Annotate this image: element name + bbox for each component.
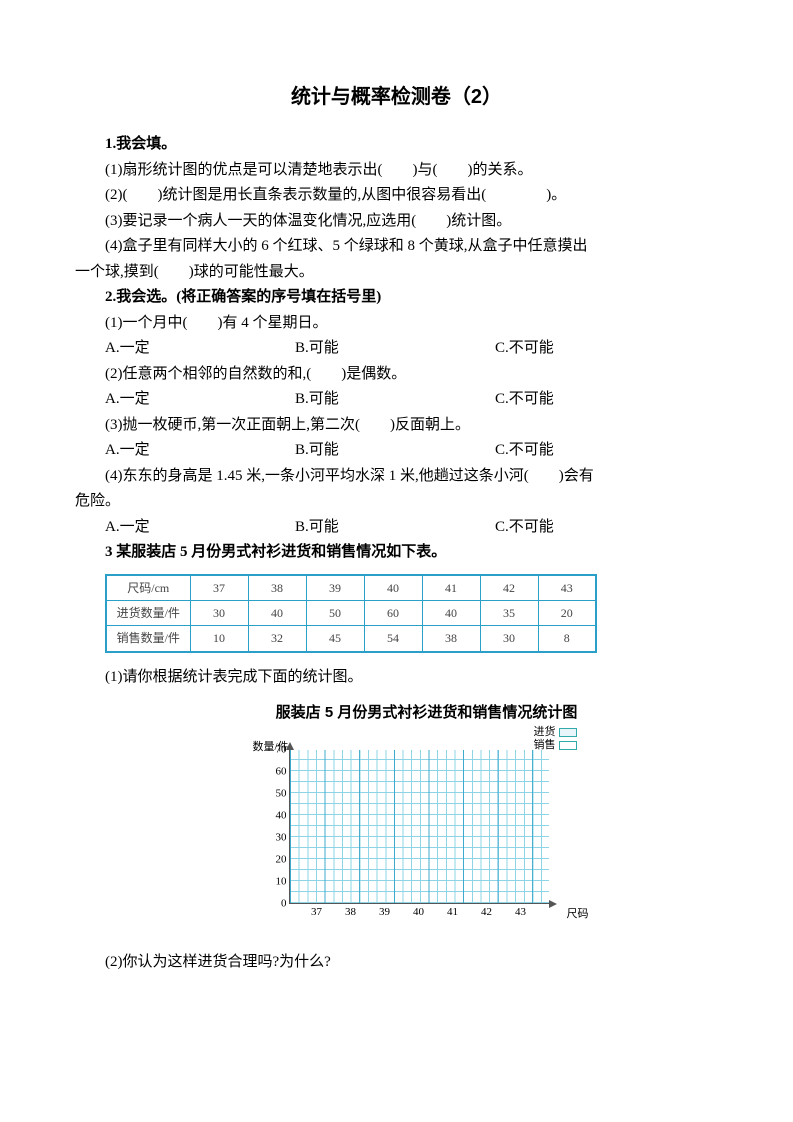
th-in: 进货数量/件 xyxy=(106,600,190,625)
table-row: 销售数量/件 10 32 45 54 38 30 8 xyxy=(106,626,596,652)
table-row: 进货数量/件 30 40 50 60 40 35 20 xyxy=(106,600,596,625)
chart-grid xyxy=(289,750,549,904)
xtick: 43 xyxy=(515,903,526,922)
ytick: 40 xyxy=(269,806,287,825)
table-row: 尺码/cm 37 38 39 40 41 42 43 xyxy=(106,575,596,601)
q1-item-4b: 一个球,摸到( )球的可能性最大。 xyxy=(75,260,718,286)
q2-3-options: A.一定 B.可能 C.不可能 xyxy=(75,438,718,464)
q2-3-a: A.一定 xyxy=(105,438,295,464)
th-c5: 42 xyxy=(480,575,538,601)
td: 35 xyxy=(480,600,538,625)
th-c6: 43 xyxy=(538,575,596,601)
th-sale: 销售数量/件 xyxy=(106,626,190,652)
chart-wrap: 进货 销售 数量/件 尺码 0 10 20 30 40 50 60 70 37 … xyxy=(115,732,718,932)
q1-head: 1.我会填。 xyxy=(75,132,718,158)
td: 38 xyxy=(422,626,480,652)
page-title: 统计与概率检测卷（2） xyxy=(75,80,718,114)
q2-1-stem: (1)一个月中( )有 4 个星期日。 xyxy=(75,311,718,337)
chart-title: 服装店 5 月份男式衬衫进货和销售情况统计图 xyxy=(135,700,718,726)
xtick: 42 xyxy=(481,903,492,922)
th-c3: 40 xyxy=(364,575,422,601)
td: 54 xyxy=(364,626,422,652)
xtick: 38 xyxy=(345,903,356,922)
q1-item-1: (1)扇形统计图的优点是可以清楚地表示出( )与( )的关系。 xyxy=(75,158,718,184)
q1-item-4a: (4)盒子里有同样大小的 6 个红球、5 个绿球和 8 个黄球,从盒子中任意摸出 xyxy=(75,234,718,260)
legend-swatch-in xyxy=(559,728,577,737)
td: 32 xyxy=(248,626,306,652)
ytick: 60 xyxy=(269,762,287,781)
q2-2-stem: (2)任意两个相邻的自然数的和,( )是偶数。 xyxy=(75,362,718,388)
data-table-wrap: 尺码/cm 37 38 39 40 41 42 43 进货数量/件 30 40 … xyxy=(105,574,718,653)
data-table: 尺码/cm 37 38 39 40 41 42 43 进货数量/件 30 40 … xyxy=(105,574,597,653)
q3-sub2: (2)你认为这样进货合理吗?为什么? xyxy=(75,950,718,976)
q1-item-3: (3)要记录一个病人一天的体温变化情况,应选用( )统计图。 xyxy=(75,209,718,235)
chart-legend: 进货 销售 xyxy=(534,726,577,752)
th-c1: 38 xyxy=(248,575,306,601)
q2-4-b: B.可能 xyxy=(295,515,495,541)
ytick: 10 xyxy=(269,872,287,891)
ytick: 50 xyxy=(269,784,287,803)
td: 30 xyxy=(480,626,538,652)
bar-chart: 进货 销售 数量/件 尺码 0 10 20 30 40 50 60 70 37 … xyxy=(247,732,587,932)
th-c0: 37 xyxy=(190,575,248,601)
xtick: 40 xyxy=(413,903,424,922)
td: 30 xyxy=(190,600,248,625)
td: 60 xyxy=(364,600,422,625)
q2-1-options: A.一定 B.可能 C.不可能 xyxy=(75,336,718,362)
q2-4-options: A.一定 B.可能 C.不可能 xyxy=(75,515,718,541)
q2-4-c: C.不可能 xyxy=(495,515,718,541)
q2-2-c: C.不可能 xyxy=(495,387,718,413)
q2-1-a: A.一定 xyxy=(105,336,295,362)
q2-2-b: B.可能 xyxy=(295,387,495,413)
td: 45 xyxy=(306,626,364,652)
xtick: 41 xyxy=(447,903,458,922)
td: 40 xyxy=(422,600,480,625)
q2-4-stem-b: 危险。 xyxy=(75,489,718,515)
legend-swatch-sale xyxy=(559,741,577,750)
q2-1-c: C.不可能 xyxy=(495,336,718,362)
td: 10 xyxy=(190,626,248,652)
arrow-up-icon xyxy=(286,742,294,750)
th-size: 尺码/cm xyxy=(106,575,190,601)
q2-4-a: A.一定 xyxy=(105,515,295,541)
q3-head: 3 某服装店 5 月份男式衬衫进货和销售情况如下表。 xyxy=(75,540,718,566)
q2-3-c: C.不可能 xyxy=(495,438,718,464)
td: 20 xyxy=(538,600,596,625)
q2-2-a: A.一定 xyxy=(105,387,295,413)
td: 8 xyxy=(538,626,596,652)
q2-3-stem: (3)抛一枚硬币,第一次正面朝上,第二次( )反面朝上。 xyxy=(75,413,718,439)
q2-4-stem-a: (4)东东的身高是 1.45 米,一条小河平均水深 1 米,他趟过这条小河( )… xyxy=(75,464,718,490)
td: 40 xyxy=(248,600,306,625)
x-axis-label: 尺码 xyxy=(567,905,589,924)
q3-sub1: (1)请你根据统计表完成下面的统计图。 xyxy=(75,665,718,691)
ytick: 20 xyxy=(269,850,287,869)
xtick: 37 xyxy=(311,903,322,922)
td: 50 xyxy=(306,600,364,625)
th-c4: 41 xyxy=(422,575,480,601)
arrow-right-icon xyxy=(549,900,557,908)
ytick: 0 xyxy=(269,894,287,913)
q2-1-b: B.可能 xyxy=(295,336,495,362)
ytick: 70 xyxy=(269,740,287,759)
q1-item-2: (2)( )统计图是用长直条表示数量的,从图中很容易看出( )。 xyxy=(75,183,718,209)
q2-head: 2.我会选。(将正确答案的序号填在括号里) xyxy=(75,285,718,311)
q2-3-b: B.可能 xyxy=(295,438,495,464)
ytick: 30 xyxy=(269,828,287,847)
xtick: 39 xyxy=(379,903,390,922)
th-c2: 39 xyxy=(306,575,364,601)
q2-2-options: A.一定 B.可能 C.不可能 xyxy=(75,387,718,413)
